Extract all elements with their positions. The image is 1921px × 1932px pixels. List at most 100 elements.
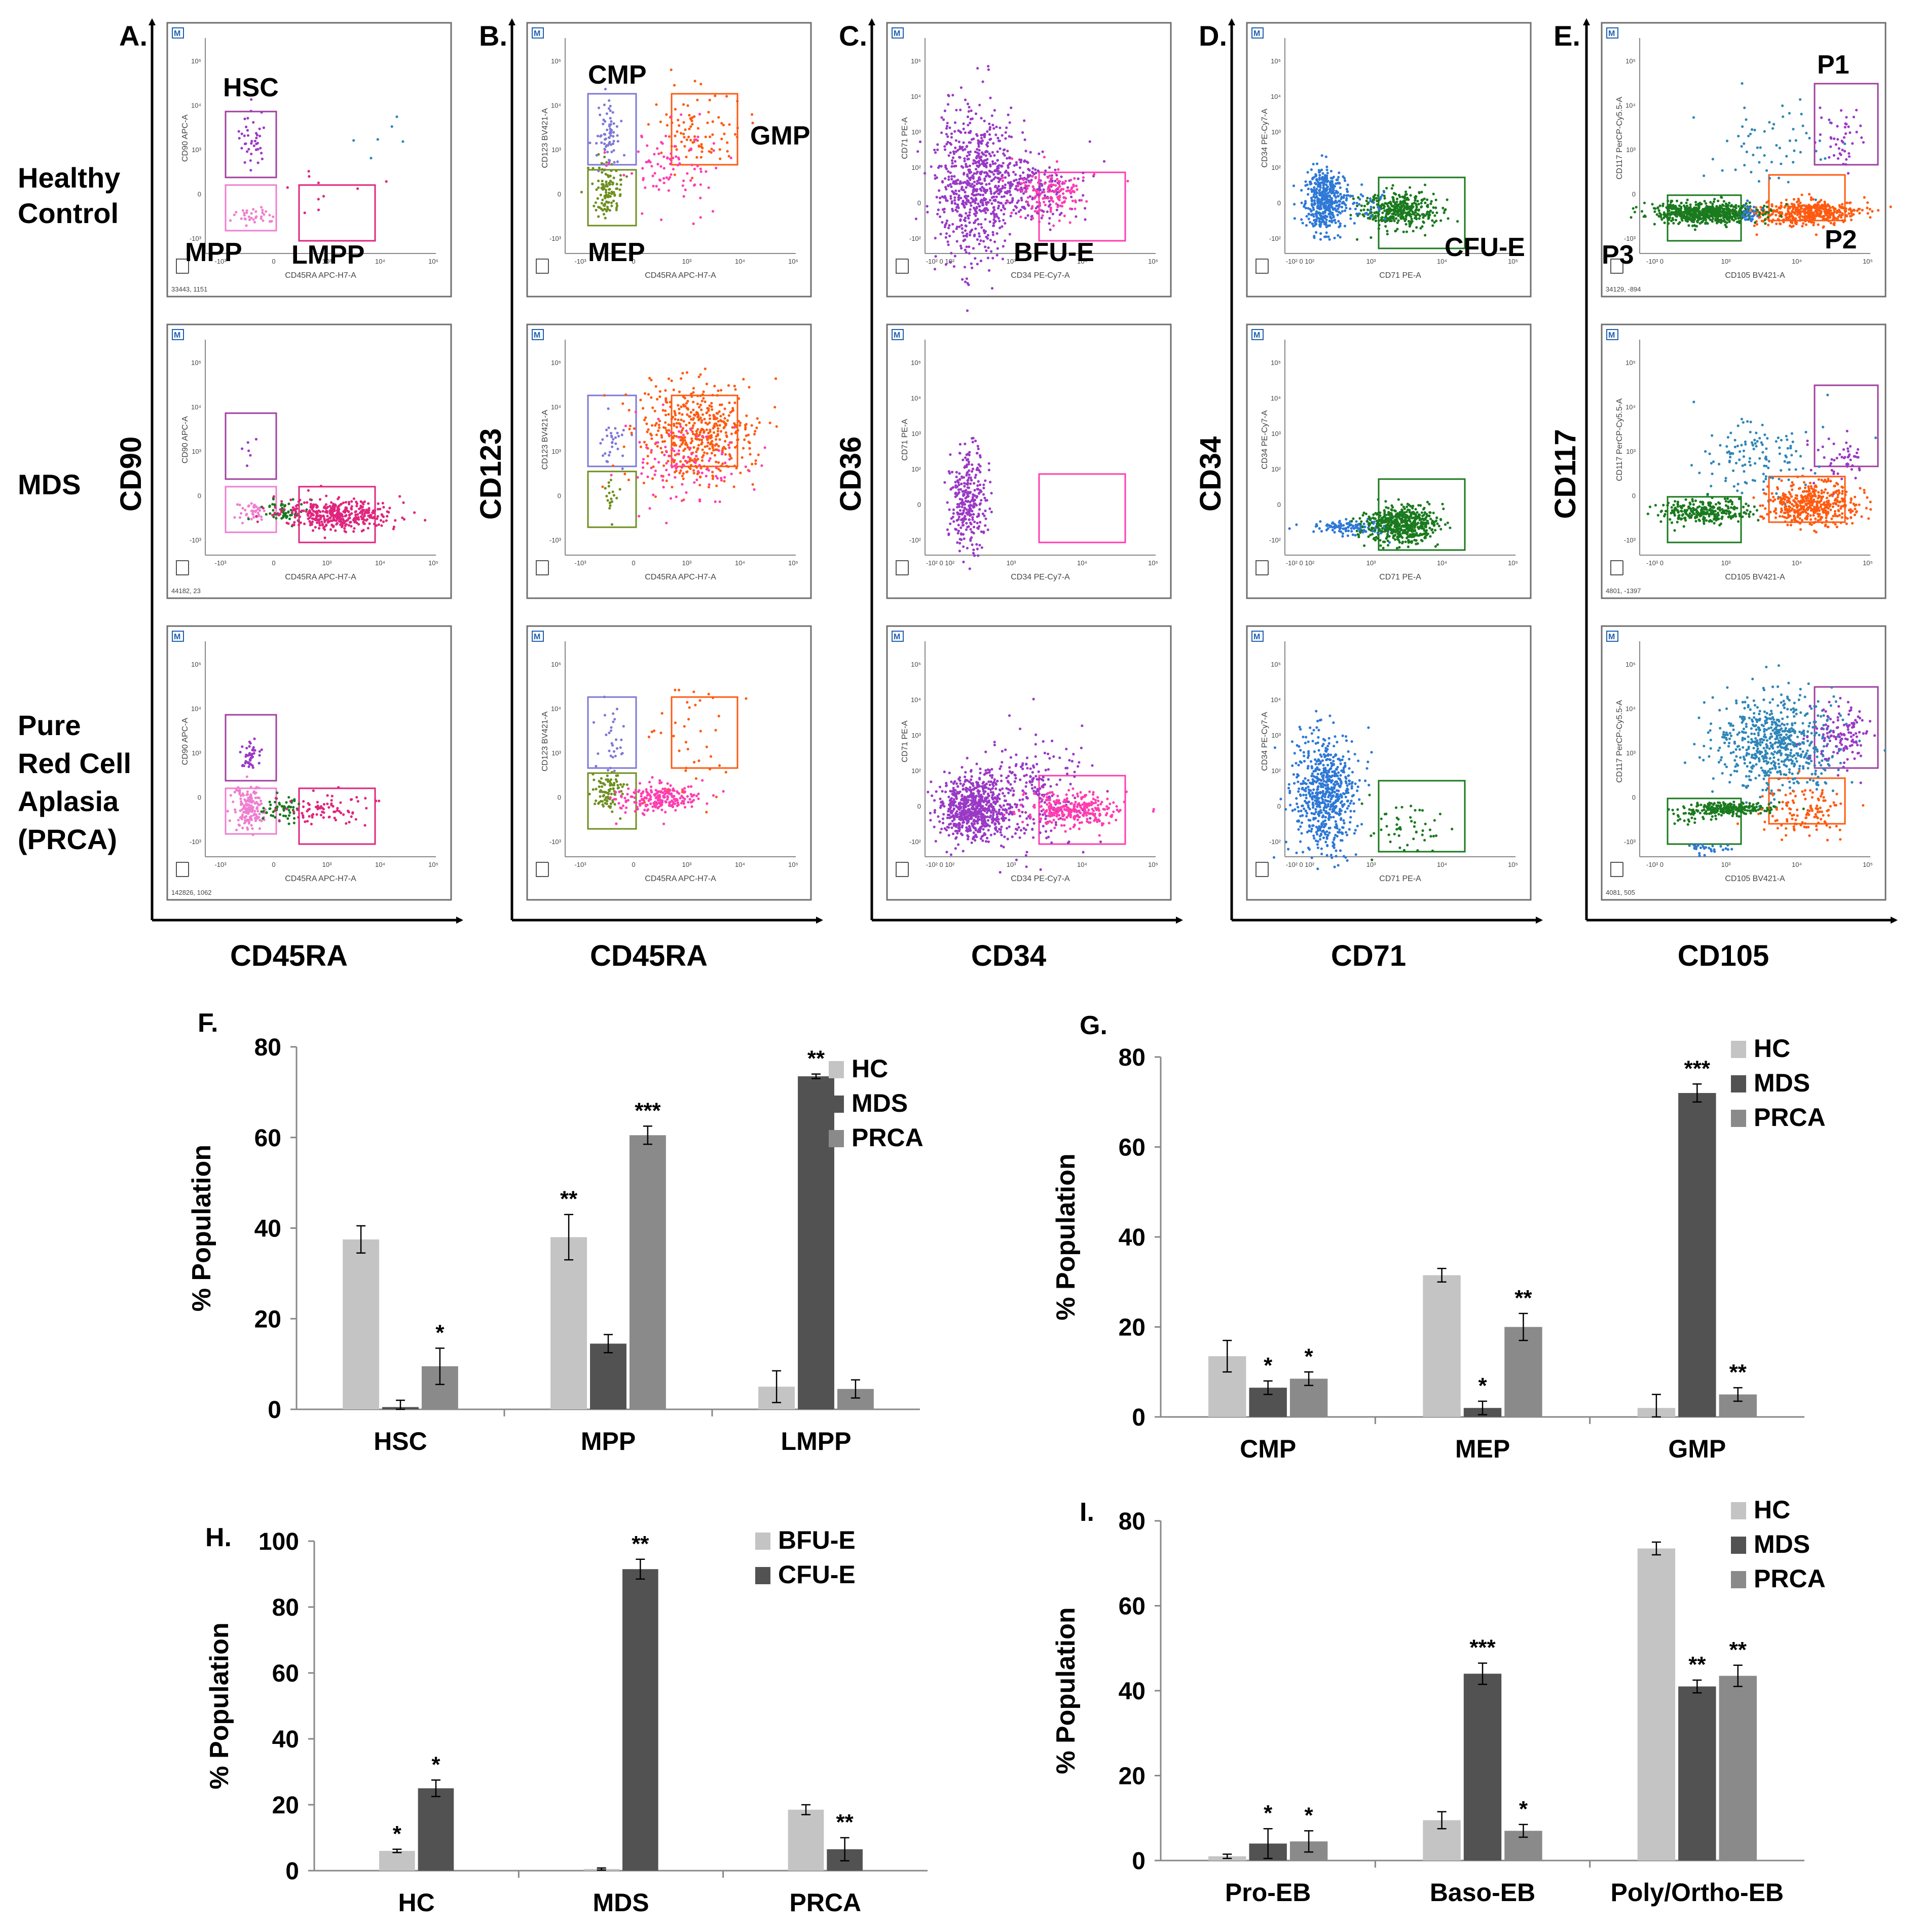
m-logo-letter: M [174,331,180,340]
event-dot [711,133,714,136]
event-dot [696,127,699,130]
event-dot [964,238,967,241]
event-dot [366,511,370,514]
event-dot [678,749,681,752]
event-dot [975,133,978,136]
y-tick-label: 10² [911,465,921,473]
event-dot [1020,190,1024,193]
event-dot [274,800,277,804]
event-dot [669,405,672,409]
event-dot [606,205,609,208]
event-dot [329,528,333,531]
event-dot [961,145,964,149]
event-dot [245,775,248,778]
event-dot [964,229,967,232]
event-dot [973,520,976,523]
event-dot [1000,209,1003,212]
event-dot [990,511,993,514]
event-dot [249,785,252,789]
event-dot [674,414,677,417]
event-dot [1074,199,1077,202]
event-dot [1002,218,1005,222]
event-dot [681,483,684,486]
event-dot [336,509,339,512]
event-dot [613,718,616,721]
event-dot [964,224,967,227]
event-dot [707,186,710,189]
y-tick-label: 0 [198,492,201,500]
event-dot [931,794,934,797]
event-dot [680,113,683,116]
event-dot [246,818,249,821]
event-dot [594,201,597,204]
event-dot [750,424,753,427]
event-dot [245,125,248,128]
event-dot [595,764,598,768]
event-dot [667,178,670,181]
event-dot [964,201,967,204]
event-dot [664,134,668,137]
event-dot [1082,179,1085,182]
event-dot [684,188,687,192]
event-dot [241,826,244,829]
event-dot [653,153,656,156]
event-dot [949,171,952,174]
event-dot [957,190,961,193]
event-dot [289,498,292,501]
event-dot [996,201,1000,204]
event-dot [1016,201,1019,204]
event-dot [252,791,255,794]
event-dot [968,105,971,108]
event-dot [937,208,940,211]
event-dot [359,506,362,509]
event-dot [642,482,645,485]
event-dot [727,155,730,158]
event-dot [1077,177,1080,180]
event-dot [278,801,281,805]
event-dot [990,776,993,779]
event-dot [1049,785,1052,788]
event-dot [241,447,244,450]
event-dot [697,797,700,800]
event-dot [1012,789,1015,792]
event-dot [1036,210,1039,213]
event-dot [670,379,673,382]
event-dot [693,167,696,170]
event-dot [699,83,703,86]
event-dot [1073,177,1076,180]
event-dot [609,796,612,799]
event-dot [1024,854,1027,857]
event-dot [1029,151,1032,154]
event-dot [966,232,969,235]
event-dot [1033,197,1036,200]
event-dot [715,484,718,487]
event-dot [941,180,944,184]
event-dot [701,393,704,396]
event-dot [969,178,972,181]
event-dot [324,503,328,506]
event-dot [698,484,701,487]
event-dot [1044,830,1048,833]
event-dot [1018,158,1021,161]
event-dot [983,809,986,812]
event-dot [263,509,266,513]
event-dot [646,144,649,147]
event-dot [674,688,677,691]
event-dot [322,195,325,198]
event-dot [729,411,732,414]
event-dot [604,196,607,199]
event-dot [706,121,709,124]
event-dot [608,732,611,735]
event-dot [994,783,998,786]
event-dot [250,824,253,827]
event-dot [1022,827,1025,830]
event-dot [667,189,670,192]
event-dot [998,827,1001,831]
event-dot [610,726,613,729]
event-dot [296,808,299,811]
event-dot [606,174,609,177]
event-dot [962,141,965,144]
event-dot [945,851,948,854]
event-dot [950,780,953,783]
event-dot [344,524,347,527]
